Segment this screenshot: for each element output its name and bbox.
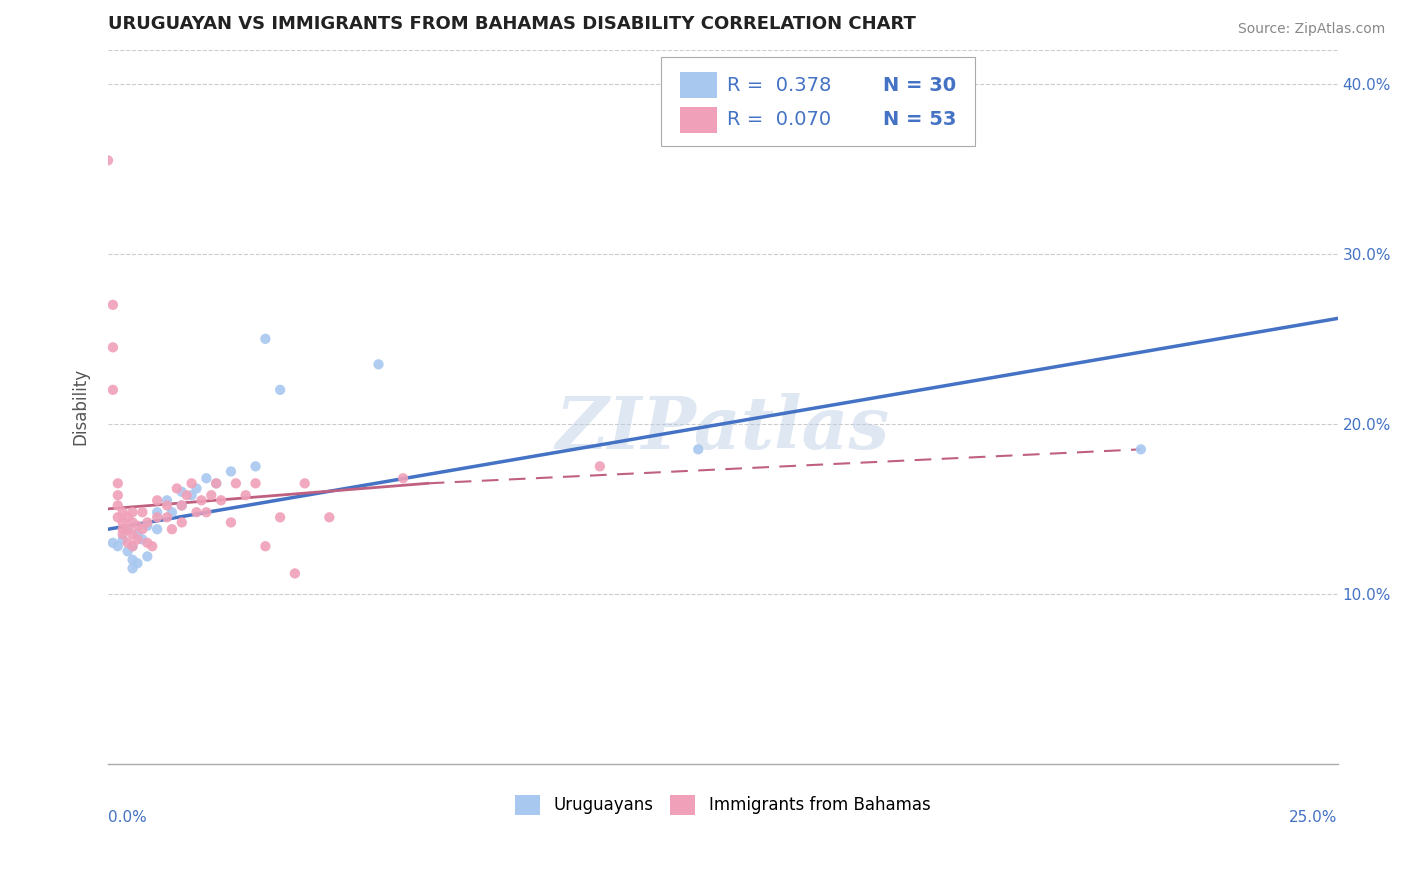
Point bbox=[219, 465, 242, 479]
Point bbox=[111, 505, 134, 519]
Point bbox=[121, 505, 143, 519]
Text: URUGUAYAN VS IMMIGRANTS FROM BAHAMAS DISABILITY CORRELATION CHART: URUGUAYAN VS IMMIGRANTS FROM BAHAMAS DIS… bbox=[108, 15, 915, 33]
Point bbox=[127, 556, 149, 570]
Point bbox=[146, 510, 169, 524]
Point bbox=[156, 499, 179, 513]
Point bbox=[195, 471, 218, 485]
Point bbox=[1129, 442, 1152, 457]
Point bbox=[97, 153, 120, 168]
Point bbox=[195, 505, 218, 519]
Point bbox=[127, 533, 149, 547]
Point bbox=[111, 516, 134, 530]
Point bbox=[131, 505, 153, 519]
Point bbox=[186, 505, 208, 519]
Point bbox=[121, 561, 143, 575]
Point bbox=[127, 527, 149, 541]
Point bbox=[146, 522, 169, 536]
Point bbox=[245, 476, 267, 491]
Point bbox=[121, 539, 143, 553]
Point bbox=[186, 482, 208, 496]
Point bbox=[131, 533, 153, 547]
Point bbox=[170, 499, 193, 513]
Point bbox=[205, 476, 228, 491]
Point bbox=[254, 539, 277, 553]
Point bbox=[318, 510, 340, 524]
Point bbox=[269, 510, 291, 524]
Point bbox=[225, 476, 247, 491]
Point bbox=[170, 484, 193, 499]
Point bbox=[200, 488, 222, 502]
Point bbox=[205, 476, 228, 491]
Point bbox=[294, 476, 316, 491]
Point bbox=[101, 340, 124, 354]
Point bbox=[111, 527, 134, 541]
Point bbox=[101, 383, 124, 397]
Point bbox=[160, 505, 183, 519]
Point bbox=[284, 566, 307, 581]
Point bbox=[156, 510, 179, 524]
Point bbox=[156, 493, 179, 508]
Point bbox=[245, 459, 267, 474]
Point bbox=[367, 357, 389, 371]
Point bbox=[136, 549, 159, 564]
Point bbox=[117, 536, 139, 550]
Point bbox=[176, 488, 198, 502]
FancyBboxPatch shape bbox=[679, 72, 717, 98]
Point bbox=[209, 493, 232, 508]
Point bbox=[688, 442, 710, 457]
Point bbox=[180, 488, 202, 502]
Point bbox=[107, 488, 129, 502]
Point bbox=[254, 332, 277, 346]
Point bbox=[146, 505, 169, 519]
Point bbox=[136, 519, 159, 533]
Point bbox=[121, 539, 143, 553]
Point bbox=[269, 383, 291, 397]
Point bbox=[190, 493, 212, 508]
Point bbox=[101, 298, 124, 312]
Point bbox=[117, 510, 139, 524]
Text: N = 30: N = 30 bbox=[883, 76, 956, 95]
Text: Source: ZipAtlas.com: Source: ZipAtlas.com bbox=[1237, 22, 1385, 37]
FancyBboxPatch shape bbox=[661, 57, 974, 146]
Point bbox=[121, 527, 143, 541]
Point bbox=[136, 536, 159, 550]
Point bbox=[107, 476, 129, 491]
Point bbox=[127, 519, 149, 533]
Y-axis label: Disability: Disability bbox=[72, 368, 89, 445]
Text: 25.0%: 25.0% bbox=[1289, 810, 1337, 825]
Point bbox=[111, 522, 134, 536]
Point bbox=[111, 533, 134, 547]
FancyBboxPatch shape bbox=[679, 106, 717, 133]
Point bbox=[121, 516, 143, 530]
Text: R =  0.070: R = 0.070 bbox=[727, 111, 831, 129]
Point bbox=[235, 488, 257, 502]
Point bbox=[107, 499, 129, 513]
Point bbox=[101, 536, 124, 550]
Point bbox=[117, 544, 139, 558]
Text: 0.0%: 0.0% bbox=[108, 810, 146, 825]
Point bbox=[180, 476, 202, 491]
Point bbox=[392, 471, 415, 485]
Text: ZIPatlas: ZIPatlas bbox=[555, 392, 890, 464]
Point bbox=[170, 516, 193, 530]
Legend: Uruguayans, Immigrants from Bahamas: Uruguayans, Immigrants from Bahamas bbox=[508, 787, 939, 823]
Point bbox=[117, 522, 139, 536]
Point bbox=[136, 516, 159, 530]
Point bbox=[131, 522, 153, 536]
Point bbox=[170, 499, 193, 513]
Point bbox=[117, 522, 139, 536]
Text: N = 53: N = 53 bbox=[883, 111, 956, 129]
Point bbox=[146, 493, 169, 508]
Text: R =  0.378: R = 0.378 bbox=[727, 76, 831, 95]
Point bbox=[219, 516, 242, 530]
Point bbox=[141, 539, 163, 553]
Point bbox=[121, 553, 143, 567]
Point bbox=[107, 539, 129, 553]
Point bbox=[589, 459, 612, 474]
Point bbox=[107, 510, 129, 524]
Point bbox=[160, 522, 183, 536]
Point bbox=[166, 482, 188, 496]
